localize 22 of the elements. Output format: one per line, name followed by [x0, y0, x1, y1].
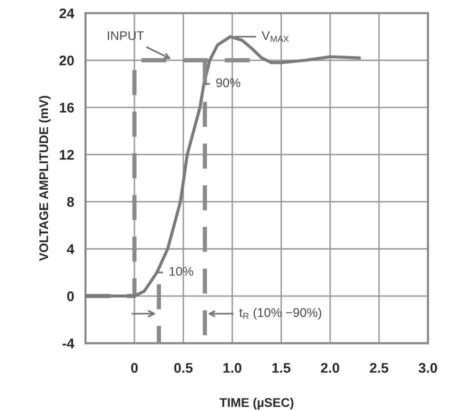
y-tick-label: 0	[67, 291, 74, 302]
x-tick-label: 1.0	[223, 362, 242, 373]
y-tick-label: 20	[59, 56, 74, 66]
y-tick-label: 24	[59, 8, 74, 18]
x-tick-label: 2.5	[370, 362, 388, 373]
y-axis-title: VOLTAGE AMPLITUDE (mV)	[38, 96, 51, 261]
x-tick-label: 3.0	[418, 362, 438, 373]
x-tick-label: 1.5	[272, 363, 290, 373]
y-tick-label: -4	[62, 338, 74, 348]
annotation: V$_{MAX}$	[262, 31, 289, 42]
y-tick-label: 12	[60, 150, 74, 160]
annotation: INPUT	[108, 31, 144, 40]
annotation: t$_{R}$ (10% −90%)	[239, 308, 322, 320]
x-tick-label: 0	[131, 362, 138, 373]
annotation: 10%	[170, 266, 194, 276]
y-tick-label: 16	[60, 102, 74, 113]
x-tick-label: 2.0	[320, 362, 340, 373]
annotation: 90%	[216, 78, 240, 88]
x-axis-title: TIME (µSEC)	[220, 398, 294, 410]
y-tick-label: 4	[66, 244, 74, 254]
x-tick-label: 0.5	[174, 362, 193, 373]
y-tick-label: 8	[67, 197, 74, 207]
